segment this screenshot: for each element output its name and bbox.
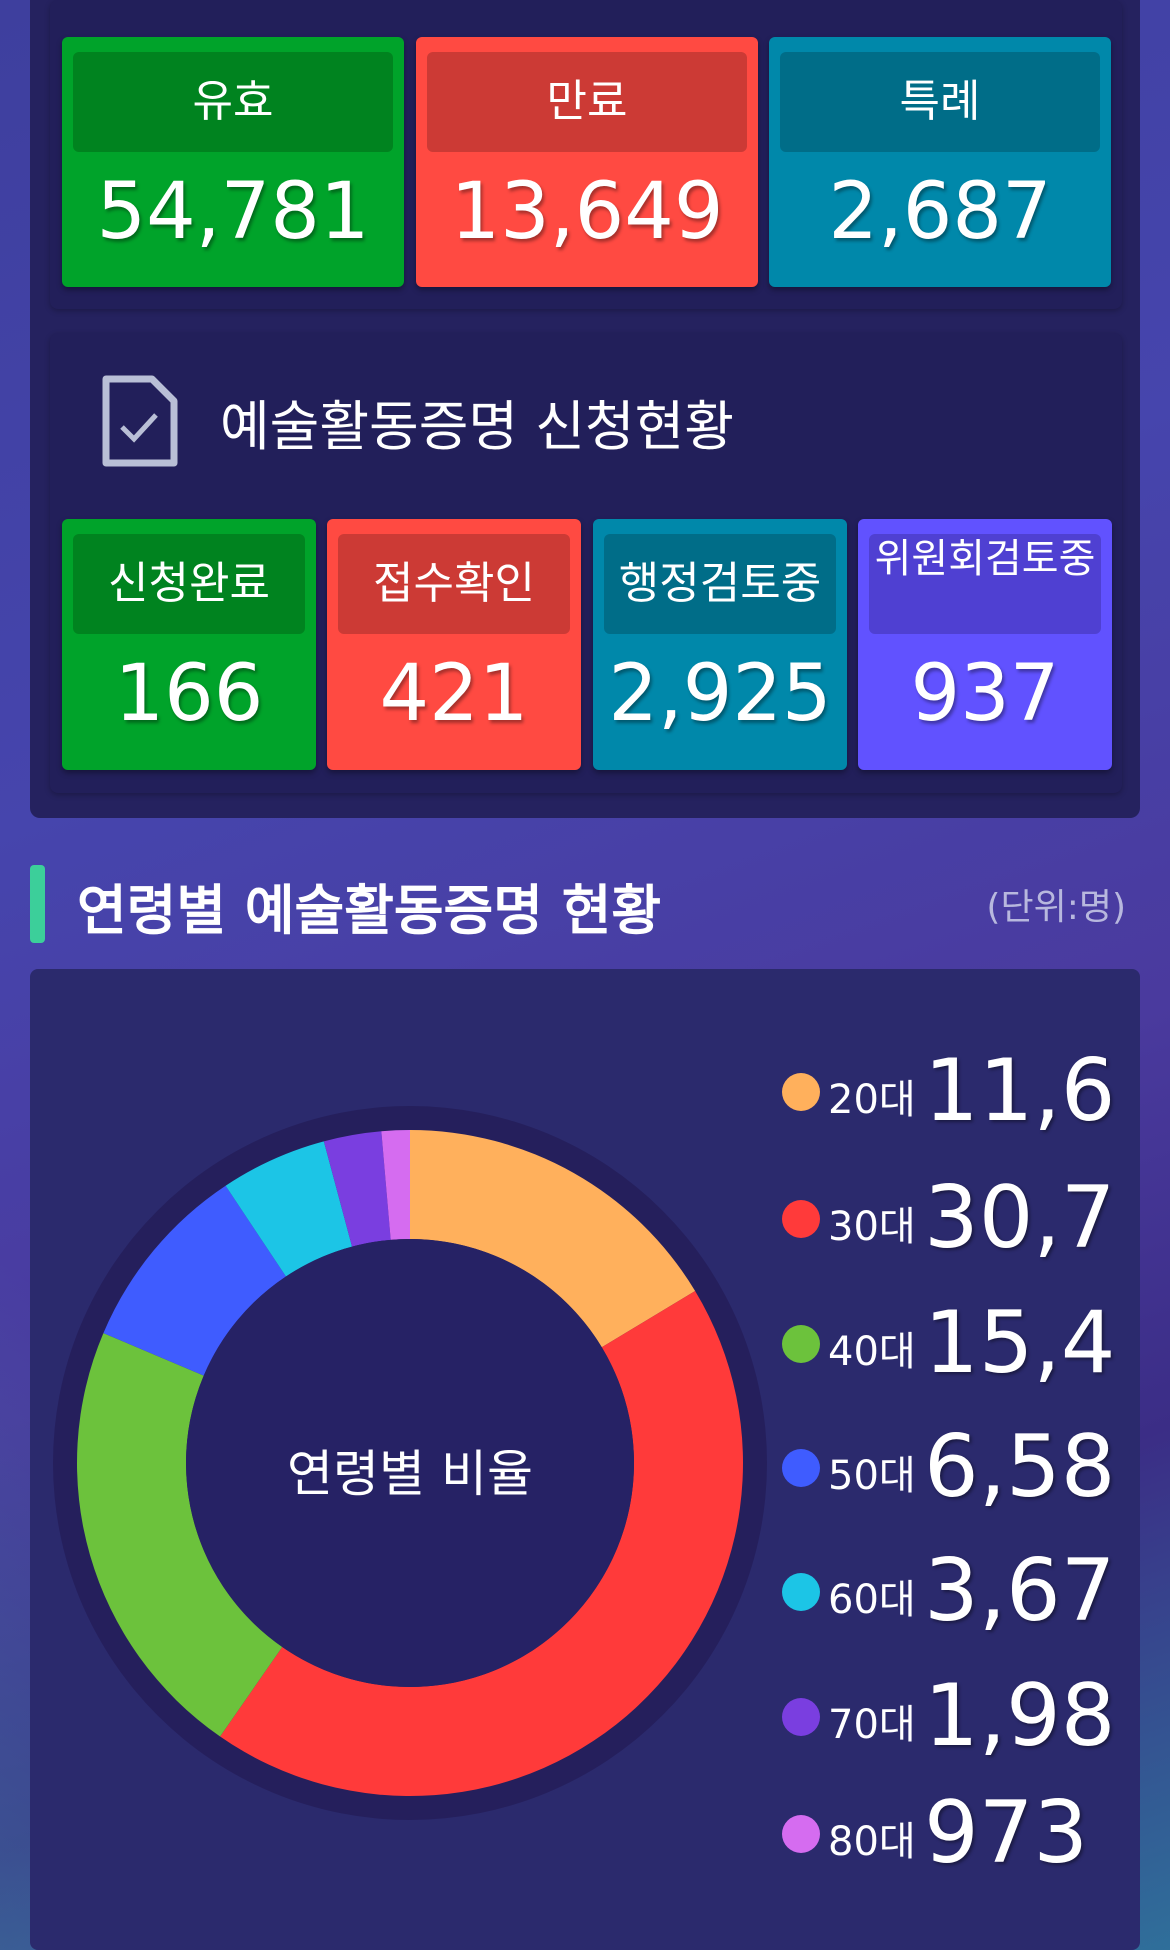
legend-label: 50대: [828, 1453, 916, 1499]
legend-label: 40대: [828, 1329, 916, 1375]
donut-slice-50대[interactable]: [103, 1185, 286, 1376]
legend-value: 15,4: [924, 1293, 1116, 1393]
status-card-label: 특례: [780, 52, 1100, 152]
application-card[interactable]: 신청완료 166: [62, 519, 316, 770]
legend-label: 30대: [828, 1204, 916, 1250]
application-card-value: 166: [114, 649, 264, 739]
status-card[interactable]: 만료 13,649: [416, 37, 758, 287]
legend-dot: [782, 1815, 820, 1853]
application-card[interactable]: 행정검토중 2,925: [593, 519, 847, 770]
section-accent-bar: [30, 865, 45, 943]
application-card-value: 2,925: [608, 649, 832, 739]
legend-value: 6,58: [924, 1417, 1116, 1517]
donut-center-label: 연령별 비율: [287, 1445, 533, 1503]
age-chart-card: 연령별 비율 20대 11,6 30대 30,7 40대 15,4 50대 6,…: [30, 969, 1140, 1950]
summary-panel: 유효 54,781 만료 13,649 특례 2,687 예술활동증명 신청현황…: [30, 0, 1140, 818]
legend-value: 30,7: [924, 1168, 1116, 1268]
legend-label: 20대: [828, 1077, 916, 1123]
status-card-value: 2,687: [828, 167, 1052, 257]
legend-label: 80대: [828, 1819, 916, 1865]
application-card-value: 421: [379, 649, 529, 739]
legend-value: 1,98: [924, 1666, 1116, 1766]
status-card-label: 만료: [427, 52, 747, 152]
donut-slice-60대[interactable]: [225, 1141, 353, 1277]
status-summary: 유효 54,781 만료 13,649 특례 2,687: [50, 0, 1122, 309]
donut-slice-80대[interactable]: [381, 1130, 410, 1240]
application-card-label: 행정검토중: [604, 534, 836, 634]
legend-dot: [782, 1073, 820, 1111]
application-status: 예술활동증명 신청현황 신청완료 166 접수확인 421 행정검토중 2,92…: [50, 333, 1122, 793]
section-title: 연령별 예술활동증명 현황: [77, 879, 662, 942]
donut-slice-20대[interactable]: [410, 1130, 696, 1348]
application-card-label: 신청완료: [73, 534, 305, 634]
document-check-icon: [102, 375, 178, 467]
application-card-label: 위원회검토중: [869, 534, 1101, 634]
donut-hole: [186, 1239, 634, 1687]
donut-slice-40대[interactable]: [77, 1333, 283, 1737]
legend-label: 60대: [828, 1577, 916, 1623]
status-card-label: 유효: [73, 52, 393, 152]
status-card-value: 54,781: [96, 167, 370, 257]
application-card-label: 접수확인: [338, 534, 570, 634]
legend-dot: [782, 1325, 820, 1363]
status-card[interactable]: 유효 54,781: [62, 37, 404, 287]
application-card[interactable]: 접수확인 421: [327, 519, 581, 770]
legend-value: 11,6: [924, 1041, 1116, 1141]
legend-dot: [782, 1449, 820, 1487]
application-header: 예술활동증명 신청현황: [100, 375, 734, 467]
legend-label: 70대: [828, 1702, 916, 1748]
legend-dot: [782, 1200, 820, 1238]
status-card[interactable]: 특례 2,687: [769, 37, 1111, 287]
unit-label: (단위:명): [986, 887, 1126, 928]
application-title: 예술활동증명 신청현황: [220, 394, 734, 458]
donut-slice-30대[interactable]: [220, 1290, 744, 1796]
legend-dot: [782, 1698, 820, 1736]
donut-chart: [53, 1106, 767, 1820]
legend-dot: [782, 1573, 820, 1611]
legend-value: 3,67: [924, 1541, 1116, 1641]
application-card[interactable]: 위원회검토중 937: [858, 519, 1112, 770]
donut-slice-70대[interactable]: [323, 1131, 391, 1247]
status-card-value: 13,649: [450, 167, 724, 257]
legend-value: 973: [924, 1783, 1089, 1883]
application-card-value: 937: [910, 649, 1060, 739]
